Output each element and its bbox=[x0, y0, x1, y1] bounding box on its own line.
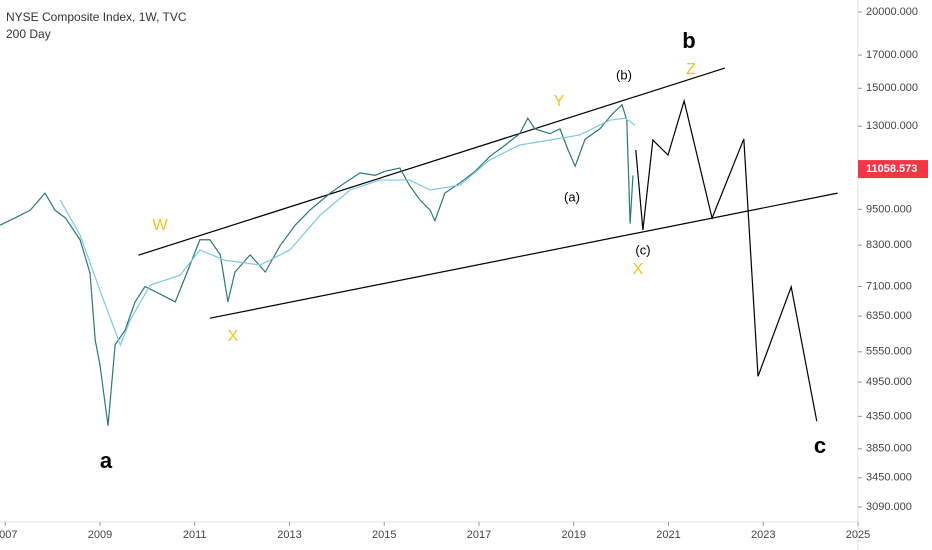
trend-line bbox=[635, 98, 818, 422]
last-price-label: 11058.573 bbox=[866, 163, 917, 175]
trend-line bbox=[209, 192, 838, 319]
wave-label: c bbox=[814, 433, 826, 458]
x-tick-label: 2025 bbox=[846, 529, 870, 541]
y-tick-label: 3090.000 bbox=[866, 501, 912, 513]
x-tick-label: 2015 bbox=[372, 529, 396, 541]
y-tick-label: 17000.000 bbox=[866, 49, 918, 61]
y-tick-label: 6350.000 bbox=[866, 310, 912, 322]
moving-average bbox=[59, 117, 636, 347]
x-tick-label: 2007 bbox=[0, 529, 17, 541]
wave-label: Y bbox=[554, 93, 565, 110]
wave-label: a bbox=[100, 448, 113, 473]
x-tick-label: 2009 bbox=[88, 529, 112, 541]
wave-label: (c) bbox=[635, 242, 650, 257]
wave-label: X bbox=[228, 328, 239, 345]
wave-label: (a) bbox=[564, 189, 580, 204]
y-tick-label: 4350.000 bbox=[866, 410, 912, 422]
wave-label: Z bbox=[686, 61, 696, 78]
x-tick-label: 2011 bbox=[183, 529, 207, 541]
y-tick-label: 20000.000 bbox=[866, 6, 918, 18]
y-tick-label: 5550.000 bbox=[866, 346, 912, 358]
y-tick-label: 9500.000 bbox=[866, 203, 912, 215]
wave-label: (b) bbox=[616, 67, 632, 82]
x-tick-label: 2017 bbox=[467, 529, 491, 541]
y-tick-label: 15000.000 bbox=[866, 82, 918, 94]
trend-line bbox=[138, 67, 726, 256]
chart-title: NYSE Composite Index, 1W, TVC bbox=[6, 10, 187, 24]
y-tick-label: 4950.000 bbox=[866, 376, 912, 388]
price-line bbox=[0, 103, 634, 426]
x-tick-label: 2021 bbox=[656, 529, 680, 541]
y-tick-label: 3450.000 bbox=[866, 472, 912, 484]
y-tick-label: 8300.000 bbox=[866, 239, 912, 251]
y-tick-label: 3850.000 bbox=[866, 443, 912, 455]
wave-label: X bbox=[633, 261, 644, 278]
chart-subtitle: 200 Day bbox=[6, 27, 51, 41]
x-tick-label: 2013 bbox=[277, 529, 301, 541]
wave-label: b bbox=[682, 28, 695, 53]
wave-label: W bbox=[152, 217, 168, 234]
y-tick-label: 7100.000 bbox=[866, 280, 912, 292]
last-price-tag bbox=[858, 160, 928, 179]
y-tick-label: 13000.000 bbox=[866, 120, 918, 132]
x-tick-label: 2019 bbox=[561, 529, 585, 541]
x-tick-label: 2023 bbox=[751, 529, 775, 541]
